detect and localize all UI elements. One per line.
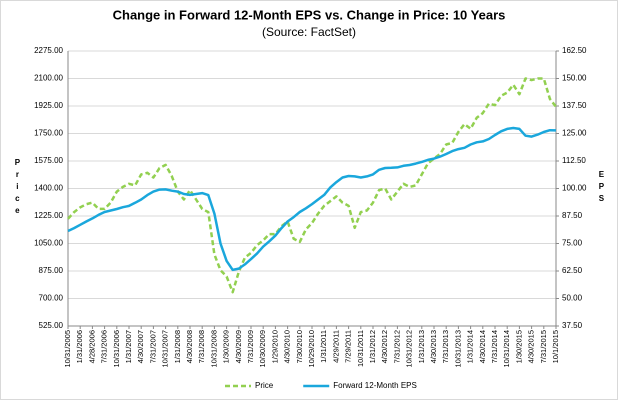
x-tick-label: 4/30/2013 [429,330,438,363]
x-tick-label: 10/31/2012 [405,330,414,368]
x-tick-label: 7/31/2013 [441,330,450,363]
x-tick-label: 4/30/2007 [136,330,145,363]
y2-tick-label: 87.50 [562,211,583,220]
x-tick-label: 7/31/2012 [392,330,401,363]
chart-title: Change in Forward 12-Month EPS vs. Chang… [113,7,506,22]
x-tick-label: 4/30/2010 [283,330,292,363]
x-tick-label: 7/29/2011 [344,330,353,363]
x-tick-label: 4/28/2006 [87,330,96,363]
x-tick-label: 7/31/2015 [539,330,548,363]
x-tick-label: 1/31/2006 [75,330,84,363]
x-tick-label: 10/31/2011 [356,330,365,367]
x-tick-label: 7/31/2006 [100,330,109,363]
x-tick-label: 10/31/2014 [502,330,511,368]
y-tick-label: 1575.00 [34,156,63,165]
x-tick-label: 10/31/2005 [63,330,72,368]
x-tick-label: 7/31/2007 [148,330,157,363]
y2-tick-label: 50.00 [562,294,583,303]
y-tick-label: 525.00 [39,321,64,330]
x-tick-label: 7/31/2014 [490,330,499,363]
x-tick-label: 4/30/2014 [478,330,487,363]
y2-tick-label: 150.00 [562,74,587,83]
x-tick-label: 4/29/2011 [331,330,340,363]
x-tick-label: 10/30/2009 [258,330,267,368]
y2-tick-label: 37.50 [562,321,583,330]
y2-tick-label: 62.50 [562,266,583,275]
y-tick-label: 1050.00 [34,239,63,248]
series-line [67,126,557,272]
y-tick-label: 1225.00 [34,211,63,220]
x-tick-label: 4/30/2008 [185,330,194,363]
chart-subtitle: (Source: FactSet) [262,25,356,39]
x-tick-label: 1/31/2011 [319,330,328,363]
x-tick-label: 10/31/2013 [453,330,462,368]
x-tick-label: 1/30/2015 [514,330,523,363]
y2-tick-label: 112.50 [562,156,586,165]
series-line [67,77,557,294]
x-tick-label: 7/31/2009 [246,330,255,363]
x-tick-label: 1/31/2008 [173,330,182,363]
x-tick-label: 7/31/2008 [197,330,206,363]
x-tick-label: 10/29/2010 [307,330,316,368]
x-tick-label: 1/31/2012 [368,330,377,363]
y2-axis-title: EPS [597,170,606,206]
y2-tick-label: 137.50 [562,101,587,110]
y-tick-label: 1400.00 [34,184,63,193]
x-tick-label: 10/31/2008 [209,330,218,368]
x-tick-label: 10/1/2015 [551,330,560,363]
x-tick-label: 4/30/2012 [380,330,389,363]
y-axis-title: Price [13,158,22,218]
x-tick-label: 1/31/2007 [124,330,133,363]
x-tick-label: 4/30/2015 [527,330,536,363]
y2-tick-label: 125.00 [562,129,587,138]
legend-label: Forward 12-Month EPS [333,381,417,390]
x-tick-label: 1/30/2009 [222,330,231,363]
x-tick-label: 7/30/2010 [295,330,304,363]
y2-tick-label: 100.00 [562,184,587,193]
x-tick-label: 1/29/2010 [270,330,279,363]
y-tick-label: 1750.00 [34,129,63,138]
y-tick-label: 2275.00 [34,46,63,55]
y2-tick-label: 75.00 [562,239,583,248]
x-tick-label: 1/31/2014 [466,330,475,363]
y-tick-label: 875.00 [39,266,64,275]
x-tick-label: 1/31/2013 [417,330,426,363]
legend-label: Price [255,381,274,390]
y-tick-label: 700.00 [39,294,64,303]
y2-tick-label: 162.50 [562,46,587,55]
y-tick-label: 1925.00 [34,101,63,110]
x-tick-label: 10/31/2007 [161,330,170,368]
x-tick-label: 4/30/2009 [234,330,243,363]
x-tick-label: 10/31/2006 [112,330,121,368]
y-tick-label: 2100.00 [34,74,63,83]
